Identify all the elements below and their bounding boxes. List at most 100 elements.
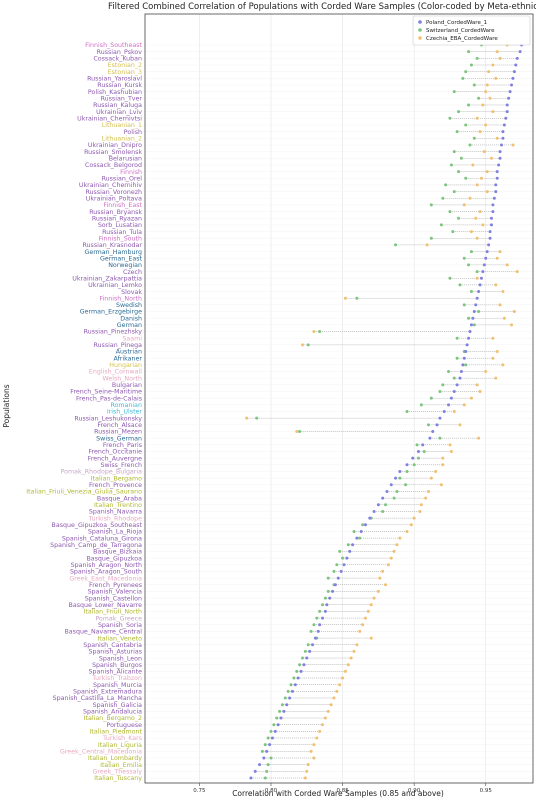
population-label: French_Pyrenees <box>89 582 142 589</box>
point-Poland_CordedWare_1 <box>363 523 367 527</box>
point-Czechia_EBA_CordedWare <box>485 170 489 174</box>
point-Poland_CordedWare_1 <box>431 429 435 433</box>
point-Czechia_EBA_CordedWare <box>477 436 481 440</box>
population-label: German_East <box>100 255 142 262</box>
population-label: Czech <box>123 269 142 276</box>
population-label: Spanish_Burgos <box>92 662 142 669</box>
population-label: Russian_Krasnodar <box>82 242 142 249</box>
point-Poland_CordedWare_1 <box>511 76 515 80</box>
point-Switzerland_CordedWare <box>439 223 443 227</box>
point-Czechia_EBA_CordedWare <box>481 223 485 227</box>
population-label: Spanish_Galicia <box>93 702 142 709</box>
point-Czechia_EBA_CordedWare <box>501 363 505 367</box>
point-Poland_CordedWare_1 <box>253 769 257 773</box>
point-Switzerland_CordedWare <box>306 643 310 647</box>
point-Czechia_EBA_CordedWare <box>358 629 362 633</box>
point-Poland_CordedWare_1 <box>475 296 479 300</box>
point-Poland_CordedWare_1 <box>478 283 482 287</box>
population-label: Ukrainian_Zakarpattia <box>72 275 142 282</box>
point-Switzerland_CordedWare <box>332 569 336 573</box>
population-label: Polish <box>124 129 142 136</box>
point-Poland_CordedWare_1 <box>514 63 518 67</box>
point-Switzerland_CordedWare <box>381 509 385 513</box>
chart-title: Filtered Combined Correlation of Populat… <box>108 2 536 12</box>
plot-frame <box>144 13 534 784</box>
point-Poland_CordedWare_1 <box>389 483 393 487</box>
point-Switzerland_CordedWare <box>326 576 330 580</box>
point-Poland_CordedWare_1 <box>455 383 459 387</box>
population-label: Russian_Kursk <box>97 82 142 89</box>
population-label: Russian_Voronezh <box>85 189 142 196</box>
point-Poland_CordedWare_1 <box>485 250 489 254</box>
point-Poland_CordedWare_1 <box>411 456 415 460</box>
point-Poland_CordedWare_1 <box>491 210 495 214</box>
population-label: Lithuanian_1 <box>102 122 142 129</box>
point-Czechia_EBA_CordedWare <box>412 516 416 520</box>
point-Czechia_EBA_CordedWare <box>309 749 313 753</box>
legend-label-czechia: Czechia_EBA_CordedWare <box>426 36 498 42</box>
point-Czechia_EBA_CordedWare <box>475 383 479 387</box>
point-Czechia_EBA_CordedWare <box>485 190 489 194</box>
point-Switzerland_CordedWare <box>469 63 473 67</box>
point-Poland_CordedWare_1 <box>510 83 514 87</box>
point-Czechia_EBA_CordedWare <box>429 476 433 480</box>
point-Switzerland_CordedWare <box>321 603 325 607</box>
point-Czechia_EBA_CordedWare <box>491 356 495 360</box>
population-label: Cossack_Kuban <box>93 56 142 63</box>
point-Switzerland_CordedWare <box>477 310 481 314</box>
population-label: Saami <box>122 335 142 342</box>
x-tick-label: 0.90 <box>408 788 421 794</box>
point-Switzerland_CordedWare <box>266 763 270 767</box>
point-Czechia_EBA_CordedWare <box>321 723 325 727</box>
point-Switzerland_CordedWare <box>455 336 459 340</box>
point-Poland_CordedWare_1 <box>381 496 385 500</box>
point-Switzerland_CordedWare <box>477 96 481 100</box>
point-Poland_CordedWare_1 <box>488 230 492 234</box>
point-Czechia_EBA_CordedWare <box>378 576 382 580</box>
population-label: Welsh_North <box>102 375 142 382</box>
point-Poland_CordedWare_1 <box>482 263 486 267</box>
point-Switzerland_CordedWare <box>469 290 473 294</box>
point-Poland_CordedWare_1 <box>342 563 346 567</box>
point-Poland_CordedWare_1 <box>351 543 355 547</box>
point-Czechia_EBA_CordedWare <box>474 216 478 220</box>
point-Switzerland_CordedWare <box>384 503 388 507</box>
point-Czechia_EBA_CordedWare <box>495 350 499 354</box>
population-label: Finnish_Southeast <box>85 42 142 49</box>
population-label: Spanish_Asturias <box>88 649 142 656</box>
population-label: Spanish_Andalucia <box>83 709 142 716</box>
point-Poland_CordedWare_1 <box>276 723 280 727</box>
point-Czechia_EBA_CordedWare <box>419 503 423 507</box>
point-Poland_CordedWare_1 <box>495 176 499 180</box>
point-Poland_CordedWare_1 <box>265 749 269 753</box>
point-Switzerland_CordedWare <box>292 676 296 680</box>
point-Switzerland_CordedWare <box>429 203 433 207</box>
population-label: Afrikaner <box>114 355 143 362</box>
point-Czechia_EBA_CordedWare <box>349 656 353 660</box>
point-Czechia_EBA_CordedWare <box>303 776 307 780</box>
population-label: Italian_Tuscany <box>94 775 142 782</box>
point-Switzerland_CordedWare <box>459 156 463 160</box>
population-label: Bulgarian <box>112 382 142 389</box>
point-Czechia_EBA_CordedWare <box>441 456 445 460</box>
point-Czechia_EBA_CordedWare <box>468 196 472 200</box>
point-Czechia_EBA_CordedWare <box>491 110 495 114</box>
point-Poland_CordedWare_1 <box>501 130 505 134</box>
point-Poland_CordedWare_1 <box>498 156 502 160</box>
point-Switzerland_CordedWare <box>415 443 419 447</box>
point-Poland_CordedWare_1 <box>405 463 409 467</box>
point-Czechia_EBA_CordedWare <box>498 250 502 254</box>
point-Poland_CordedWare_1 <box>268 743 272 747</box>
population-label: Italian_Lombardy <box>88 755 142 762</box>
point-Czechia_EBA_CordedWare <box>395 543 399 547</box>
population-label: Cossack_Belgorod <box>85 162 142 169</box>
population-label: Russian_Pinega <box>93 342 142 349</box>
point-Czechia_EBA_CordedWare <box>306 763 310 767</box>
point-Switzerland_CordedWare <box>309 629 313 633</box>
population-label: Russian_Orel <box>102 175 143 182</box>
point-Czechia_EBA_CordedWare <box>462 203 466 207</box>
point-Czechia_EBA_CordedWare <box>355 643 359 647</box>
population-label: Finnish_North <box>99 295 142 302</box>
legend-label-poland: Poland_CordedWare_1 <box>426 20 487 26</box>
point-Poland_CordedWare_1 <box>481 270 485 274</box>
